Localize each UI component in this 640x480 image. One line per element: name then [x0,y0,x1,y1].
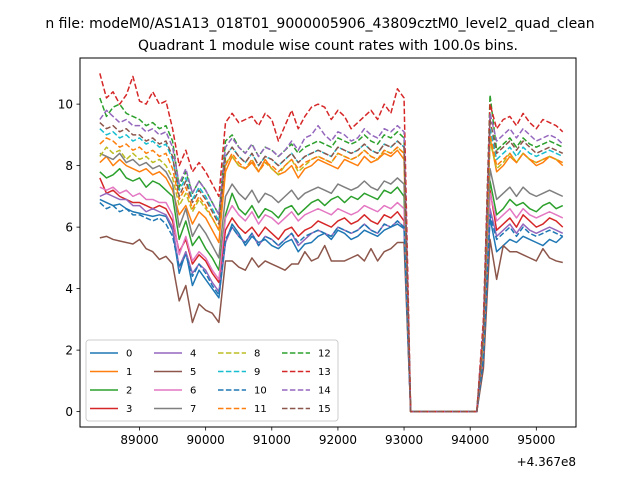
legend-label-13: 13 [318,367,331,378]
y-tick-label: 0 [65,405,73,419]
series-line-10 [99,201,564,413]
legend-label-4: 4 [190,349,196,360]
y-tick-label: 2 [65,343,73,357]
x-tick-label: 90000 [187,433,225,447]
axis-ticks: 89000 90000 91000 92000 93000 94000 95000 0 2 4 6 8… [58,97,556,447]
series-line-11 [99,134,564,413]
legend-label-7: 7 [190,404,196,415]
legend-label-6: 6 [190,386,196,397]
x-tick-label: 93000 [385,433,423,447]
x-tick-label: 92000 [319,433,357,447]
legend-label-8: 8 [254,349,260,360]
y-tick-label: 10 [58,97,73,111]
legend-label-10: 10 [254,386,267,397]
y-tick-label: 4 [65,282,73,296]
axes-frame [79,57,577,428]
legend-label-15: 15 [318,404,331,415]
legend-label-5: 5 [190,367,196,378]
series-line-13 [99,73,564,413]
x-tick-label: 94000 [451,433,489,447]
plot-area [99,73,564,413]
figure-suptitle: n file: modeM0/AS1A13_018T01_9000005906_… [45,16,594,32]
legend-label-9: 9 [254,367,260,378]
series-line-14 [99,109,564,413]
legend-label-0: 0 [126,349,132,360]
legend-label-12: 12 [318,349,331,360]
x-tick-label: 95000 [517,433,555,447]
legend-box [85,339,339,422]
legend-label-2: 2 [126,386,132,397]
legend-label-11: 11 [254,404,267,415]
y-tick-label: 6 [65,220,73,234]
series-line-15 [99,118,564,413]
chart-title: Quadrant 1 module wise count rates with … [138,38,518,54]
x-tick-label: 89000 [120,433,158,447]
y-tick-label: 8 [65,159,73,173]
legend-label-14: 14 [318,386,331,397]
legend-label-1: 1 [126,367,132,378]
legend-label-3: 3 [126,404,132,415]
x-axis-offset-label: +4.367e8 [517,455,576,469]
x-tick-label: 91000 [253,433,291,447]
